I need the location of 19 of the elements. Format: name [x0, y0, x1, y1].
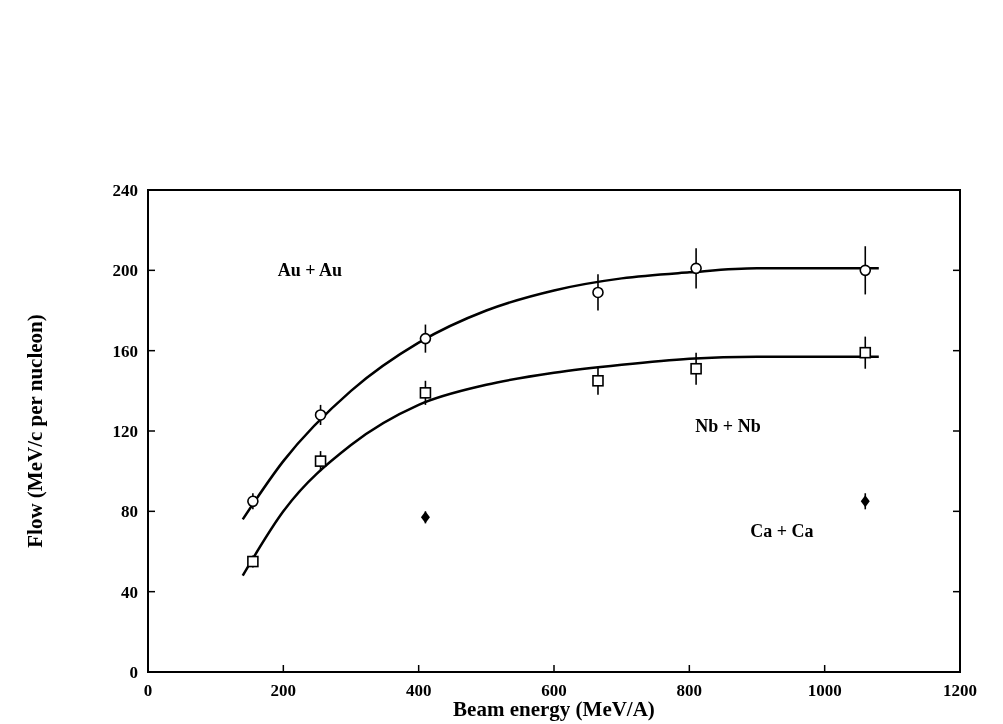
y-tick-label: 160: [112, 341, 138, 361]
x-tick-label: 800: [676, 681, 703, 700]
y-tick-label: 80: [121, 502, 138, 522]
y-tick-label: 0: [129, 663, 138, 682]
x-axis-title: Beam energy (MeV/A): [453, 697, 655, 721]
x-tick-label: 1200: [943, 681, 977, 700]
y-axis-title: Flow (MeV/c per nucleon): [23, 314, 47, 548]
x-tick-label: 600: [541, 681, 567, 700]
annotation: Nb + Nb: [695, 416, 761, 436]
y-tick-label: 120: [112, 422, 138, 441]
y-tick-label: 40: [121, 582, 138, 602]
annotation: Ca + Ca: [750, 521, 814, 541]
annotation: Au + Au: [277, 260, 343, 280]
x-tick-label: 0: [143, 681, 153, 700]
y-tick-label: 240: [112, 181, 138, 200]
y-tick-label: 200: [112, 261, 138, 281]
x-tick-label: 400: [405, 681, 432, 700]
x-tick-label: 200: [270, 681, 297, 700]
x-tick-label: 1000: [807, 681, 842, 700]
